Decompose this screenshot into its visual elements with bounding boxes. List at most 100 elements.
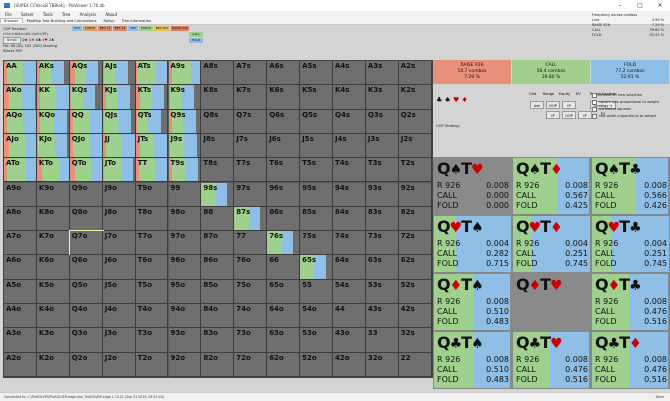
range-cell[interactable]: 85s: [300, 206, 333, 232]
range-cell[interactable]: J4s: [333, 133, 366, 159]
action-chip[interactable]: BET 200: [154, 26, 170, 31]
checkbox[interactable]: [592, 106, 597, 112]
range-cell[interactable]: TT: [135, 158, 169, 183]
range-cell[interactable]: K9o: [36, 182, 70, 207]
range-cell[interactable]: Q8s: [201, 109, 235, 134]
range-cell[interactable]: 62s: [398, 255, 432, 280]
range-cell[interactable]: 53o: [300, 328, 333, 353]
range-cell[interactable]: J6s: [267, 133, 301, 159]
range-cell[interactable]: 63s: [365, 255, 399, 280]
range-cell[interactable]: KQo: [36, 109, 70, 134]
action-chip[interactable]: CHK: [128, 26, 138, 31]
range-cell[interactable]: J7s: [234, 133, 268, 159]
range-cell[interactable]: T5s: [300, 158, 333, 183]
combo-cell[interactable]: Q♦T♥: [512, 273, 591, 331]
range-cell[interactable]: 75o: [234, 279, 268, 304]
range-cell[interactable]: 95o: [168, 279, 202, 304]
range-cell[interactable]: JTo: [102, 158, 136, 183]
range-cell[interactable]: 85o: [201, 279, 235, 304]
range-cell[interactable]: 96s: [267, 182, 301, 207]
range-cell[interactable]: 43s: [365, 304, 399, 329]
range-cell[interactable]: K5o: [36, 279, 70, 304]
range-cell[interactable]: K3o: [36, 328, 70, 353]
range-cell[interactable]: 98s: [201, 182, 235, 207]
range-cell[interactable]: QTo: [69, 158, 103, 183]
range-cell[interactable]: 32o: [365, 352, 399, 377]
range-cell[interactable]: 75s: [300, 231, 333, 256]
range-cell[interactable]: K6s: [267, 85, 301, 110]
range-cell[interactable]: K4o: [36, 304, 70, 329]
range-cell[interactable]: AQo: [4, 109, 37, 134]
combo-cell[interactable]: Q♠T♥ R 926 0.008 CALL 0.000 FOLD 0.000: [433, 157, 512, 215]
range-cell[interactable]: 64o: [267, 304, 301, 329]
range-cell[interactable]: 93s: [365, 182, 399, 207]
range-cell[interactable]: Q6o: [69, 255, 103, 280]
menu-tree[interactable]: Tree: [61, 12, 71, 17]
range-cell[interactable]: K8s: [201, 85, 235, 110]
option-row[interactable]: square size proportional to weight: [592, 99, 659, 106]
range-cell[interactable]: 52s: [398, 279, 432, 304]
range-cell[interactable]: 97s: [234, 182, 268, 207]
equity-ip-button[interactable]: IP: [562, 101, 576, 109]
checkbox[interactable]: [592, 92, 597, 98]
range-cell[interactable]: Q5s: [300, 109, 333, 134]
range-cell[interactable]: 92s: [398, 182, 432, 207]
action-chip[interactable]: CALL: [189, 32, 203, 37]
range-cell[interactable]: 72s: [398, 231, 432, 256]
option-row[interactable]: normalize squares: [592, 106, 659, 113]
menu-tools[interactable]: Tools: [42, 12, 53, 17]
range-cell[interactable]: K2s: [398, 85, 432, 110]
range-cell[interactable]: 74s: [333, 231, 366, 256]
range-cell[interactable]: 33: [365, 328, 399, 353]
range-cell[interactable]: J3s: [365, 133, 399, 159]
range-cell[interactable]: T4s: [333, 158, 366, 183]
combo-cell[interactable]: Q♥T♣ R 926 0.004 CALL 0.251 FOLD 0.745: [591, 215, 670, 273]
range-cell[interactable]: A4o: [4, 304, 37, 329]
range-cell[interactable]: T2s: [398, 158, 432, 183]
range-cell[interactable]: 54o: [300, 304, 333, 329]
range-cell[interactable]: 94s: [333, 182, 366, 207]
equity-oop-button[interactable]: OOP: [562, 111, 576, 119]
menu-solver[interactable]: Solver: [20, 12, 34, 17]
range-cell[interactable]: A2o: [4, 352, 37, 377]
combo-cell[interactable]: Q♦T♠ R 926 0.008 CALL 0.510 FOLD 0.483: [433, 273, 512, 331]
action-chip[interactable]: Fold: [72, 26, 82, 31]
range-cell[interactable]: 93o: [168, 328, 202, 353]
action-chip[interactable]: FOLD: [189, 38, 203, 43]
range-cell[interactable]: T4o: [135, 304, 169, 329]
range-cell[interactable]: J5s: [300, 133, 333, 159]
range-cell[interactable]: ATo: [4, 158, 37, 183]
tab-rollup[interactable]: Rollup: [103, 19, 115, 23]
range-cell[interactable]: J7o: [102, 231, 136, 256]
range-cell[interactable]: A6o: [4, 255, 37, 280]
range-cell[interactable]: AJo: [4, 133, 37, 159]
range-cell[interactable]: J4o: [102, 304, 136, 329]
range-cell[interactable]: 76o: [234, 255, 268, 280]
range-cell[interactable]: 32s: [398, 328, 432, 353]
range-cell[interactable]: T3s: [365, 158, 399, 183]
range-cell[interactable]: 99: [168, 182, 202, 207]
range-cell[interactable]: K8o: [36, 206, 70, 232]
range-cell[interactable]: KTo: [36, 158, 70, 183]
range-cell[interactable]: Q4s: [333, 109, 366, 134]
tab-tree-info[interactable]: Tree Information: [121, 19, 152, 23]
range-cell[interactable]: KK: [36, 85, 70, 110]
range-cell[interactable]: 42o: [333, 352, 366, 377]
range-cell[interactable]: 73o: [234, 328, 268, 353]
range-cell[interactable]: A8o: [4, 206, 37, 232]
heart-icon[interactable]: ♥: [453, 96, 462, 104]
bet-button[interactable]: bet: [530, 101, 544, 109]
range-cell[interactable]: 92o: [168, 352, 202, 377]
range-cell[interactable]: Q9o: [69, 182, 103, 207]
range-cell[interactable]: 62o: [267, 352, 301, 377]
range-cell[interactable]: 64s: [333, 255, 366, 280]
range-cell[interactable]: T8o: [135, 206, 169, 232]
range-cell[interactable]: QQ: [69, 109, 103, 134]
range-cell[interactable]: QJs: [102, 109, 136, 134]
range-cell[interactable]: AKs: [36, 61, 70, 86]
club-icon[interactable]: ♣: [436, 96, 445, 104]
range-cell[interactable]: 86s: [267, 206, 301, 232]
range-cell[interactable]: ATs: [135, 61, 169, 86]
combo-cell[interactable]: Q♣T♦ R 926 0.008 CALL 0.476 FOLD 0.516: [591, 331, 670, 389]
range-cell[interactable]: Q5o: [69, 279, 103, 304]
